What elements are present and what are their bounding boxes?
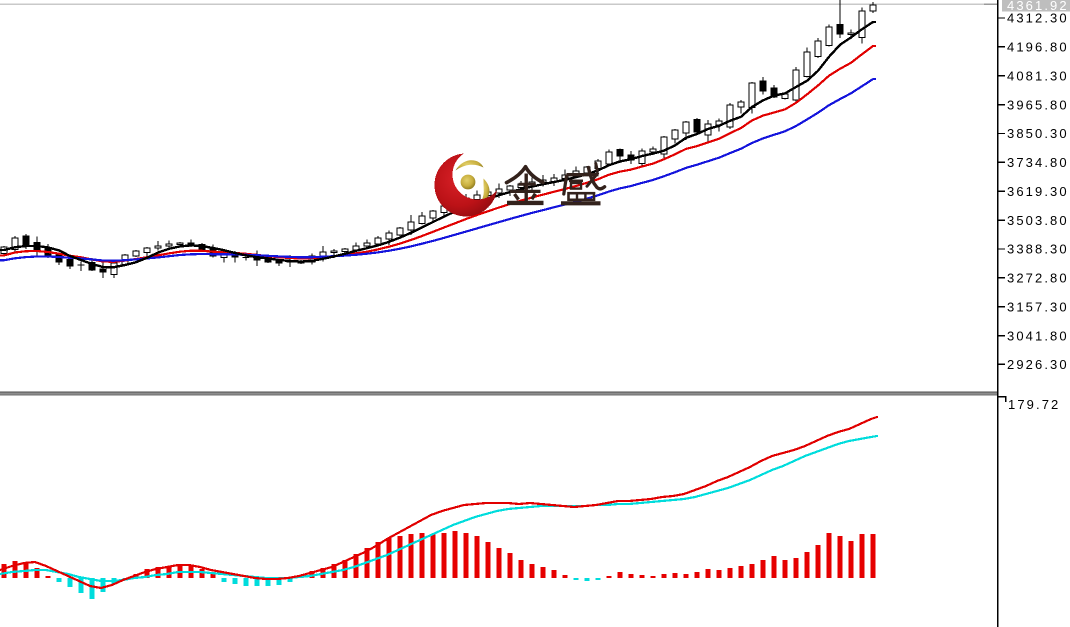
svg-text:3734.80: 3734.80 (1007, 155, 1069, 170)
svg-text:4361.92: 4361.92 (1007, 0, 1069, 13)
svg-text:3157.30: 3157.30 (1007, 299, 1069, 314)
svg-text:4312.30: 4312.30 (1007, 11, 1069, 26)
svg-text:2926.30: 2926.30 (1007, 357, 1069, 372)
svg-text:179.72: 179.72 (1008, 397, 1060, 412)
svg-text:3041.80: 3041.80 (1007, 328, 1069, 343)
svg-text:3272.80: 3272.80 (1007, 271, 1069, 286)
svg-text:4081.30: 4081.30 (1007, 68, 1069, 83)
svg-text:3619.30: 3619.30 (1007, 184, 1069, 199)
svg-text:3850.30: 3850.30 (1007, 126, 1069, 141)
svg-text:3965.80: 3965.80 (1007, 97, 1069, 112)
svg-text:3503.80: 3503.80 (1007, 213, 1069, 228)
svg-text:4196.80: 4196.80 (1007, 40, 1069, 55)
svg-text:3388.30: 3388.30 (1007, 242, 1069, 257)
